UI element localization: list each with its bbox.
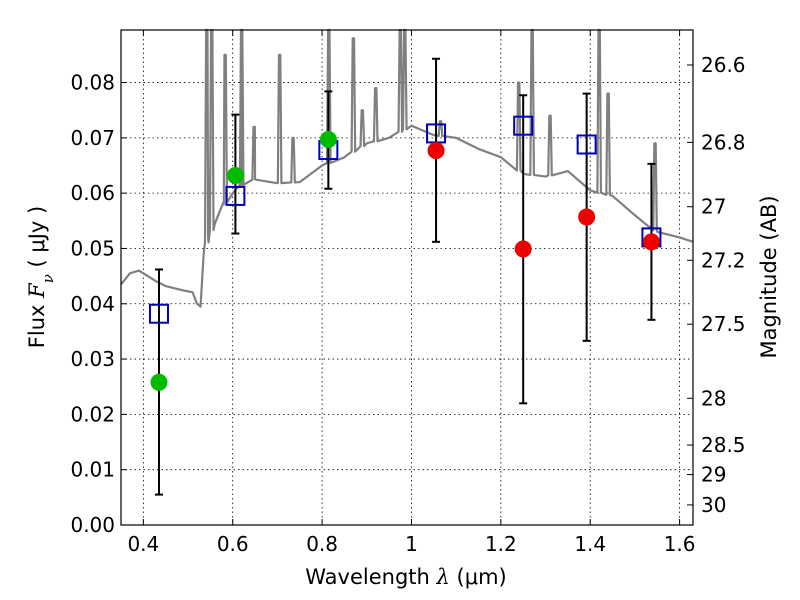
y-tick-label: 0.06 xyxy=(70,181,115,205)
y2-tick-label: 27 xyxy=(701,195,726,219)
y-tick-label: 0.01 xyxy=(70,458,115,482)
x-axis-units: (μm) xyxy=(457,565,507,589)
observed-circle-marker xyxy=(150,373,168,391)
y-axis-symbol: F xyxy=(25,282,49,299)
x-axis-symbol: λ xyxy=(436,565,450,589)
y-tick-label: 0.05 xyxy=(70,236,115,260)
errorbar-layer xyxy=(154,57,656,496)
y-axis-label: Flux xyxy=(25,305,49,349)
x-axis-label: Wavelength xyxy=(305,565,430,589)
y-tick-label: 0.03 xyxy=(70,347,115,371)
y2-tick-label: 26.8 xyxy=(701,130,746,154)
model-square-marker xyxy=(513,115,534,136)
x-axis-title: Wavelength λ (μm) xyxy=(305,565,506,589)
model-square-marker xyxy=(148,303,169,324)
y2-tick-label: 26.6 xyxy=(701,53,746,77)
x-tick-label: 0.4 xyxy=(127,532,159,556)
x-tick-label: 0.6 xyxy=(217,532,249,556)
y-axis-subscript: ν xyxy=(39,274,57,283)
y2-tick-label: 28 xyxy=(701,386,726,410)
observed-circle-marker xyxy=(642,233,660,251)
x-tick-label: 1 xyxy=(405,532,418,556)
y-tick-label: 0.07 xyxy=(70,126,115,150)
observed-circle-marker xyxy=(226,166,244,184)
y2-tick-label: 28.5 xyxy=(701,433,746,457)
y2-tick-label: 27.5 xyxy=(701,312,746,336)
x-tick-label: 1.4 xyxy=(574,532,606,556)
model-square-marker xyxy=(225,185,246,206)
grid-lines xyxy=(121,30,693,525)
y2-tick-label: 30 xyxy=(701,493,726,517)
spectrum-layer xyxy=(120,28,694,308)
observed-circle-marker xyxy=(514,240,532,258)
observed-circle-marker xyxy=(578,208,596,226)
y-axis-units: ( μJy ) xyxy=(25,206,49,268)
y-tick-label: 0.02 xyxy=(70,402,115,426)
observed-circle-marker xyxy=(427,142,445,160)
y2-tick-label: 29 xyxy=(701,463,726,487)
spectrum-line xyxy=(120,28,694,308)
model-square-marker xyxy=(576,134,597,155)
y-axis-title: Flux Fν ( μJy ) xyxy=(25,206,57,348)
tick-layer: 0.4 0.6 0.8 1 1.2 1.4 1.6 0.00 0.01 0.02 0.03 0.04 0… xyxy=(70,30,746,556)
marker-layer xyxy=(148,115,662,391)
x-tick-label: 1.2 xyxy=(485,532,517,556)
y2-tick-label: 27.2 xyxy=(701,248,746,272)
y-tick-label: 0.00 xyxy=(70,513,115,537)
y-tick-label: 0.04 xyxy=(70,292,115,316)
y2-axis-title: Magnitude (AB) xyxy=(757,195,781,358)
y-tick-label: 0.08 xyxy=(70,71,115,95)
plot-frame xyxy=(120,29,694,526)
observed-circle-marker xyxy=(319,131,337,149)
x-tick-label: 0.8 xyxy=(306,532,338,556)
x-tick-label: 1.6 xyxy=(664,532,696,556)
